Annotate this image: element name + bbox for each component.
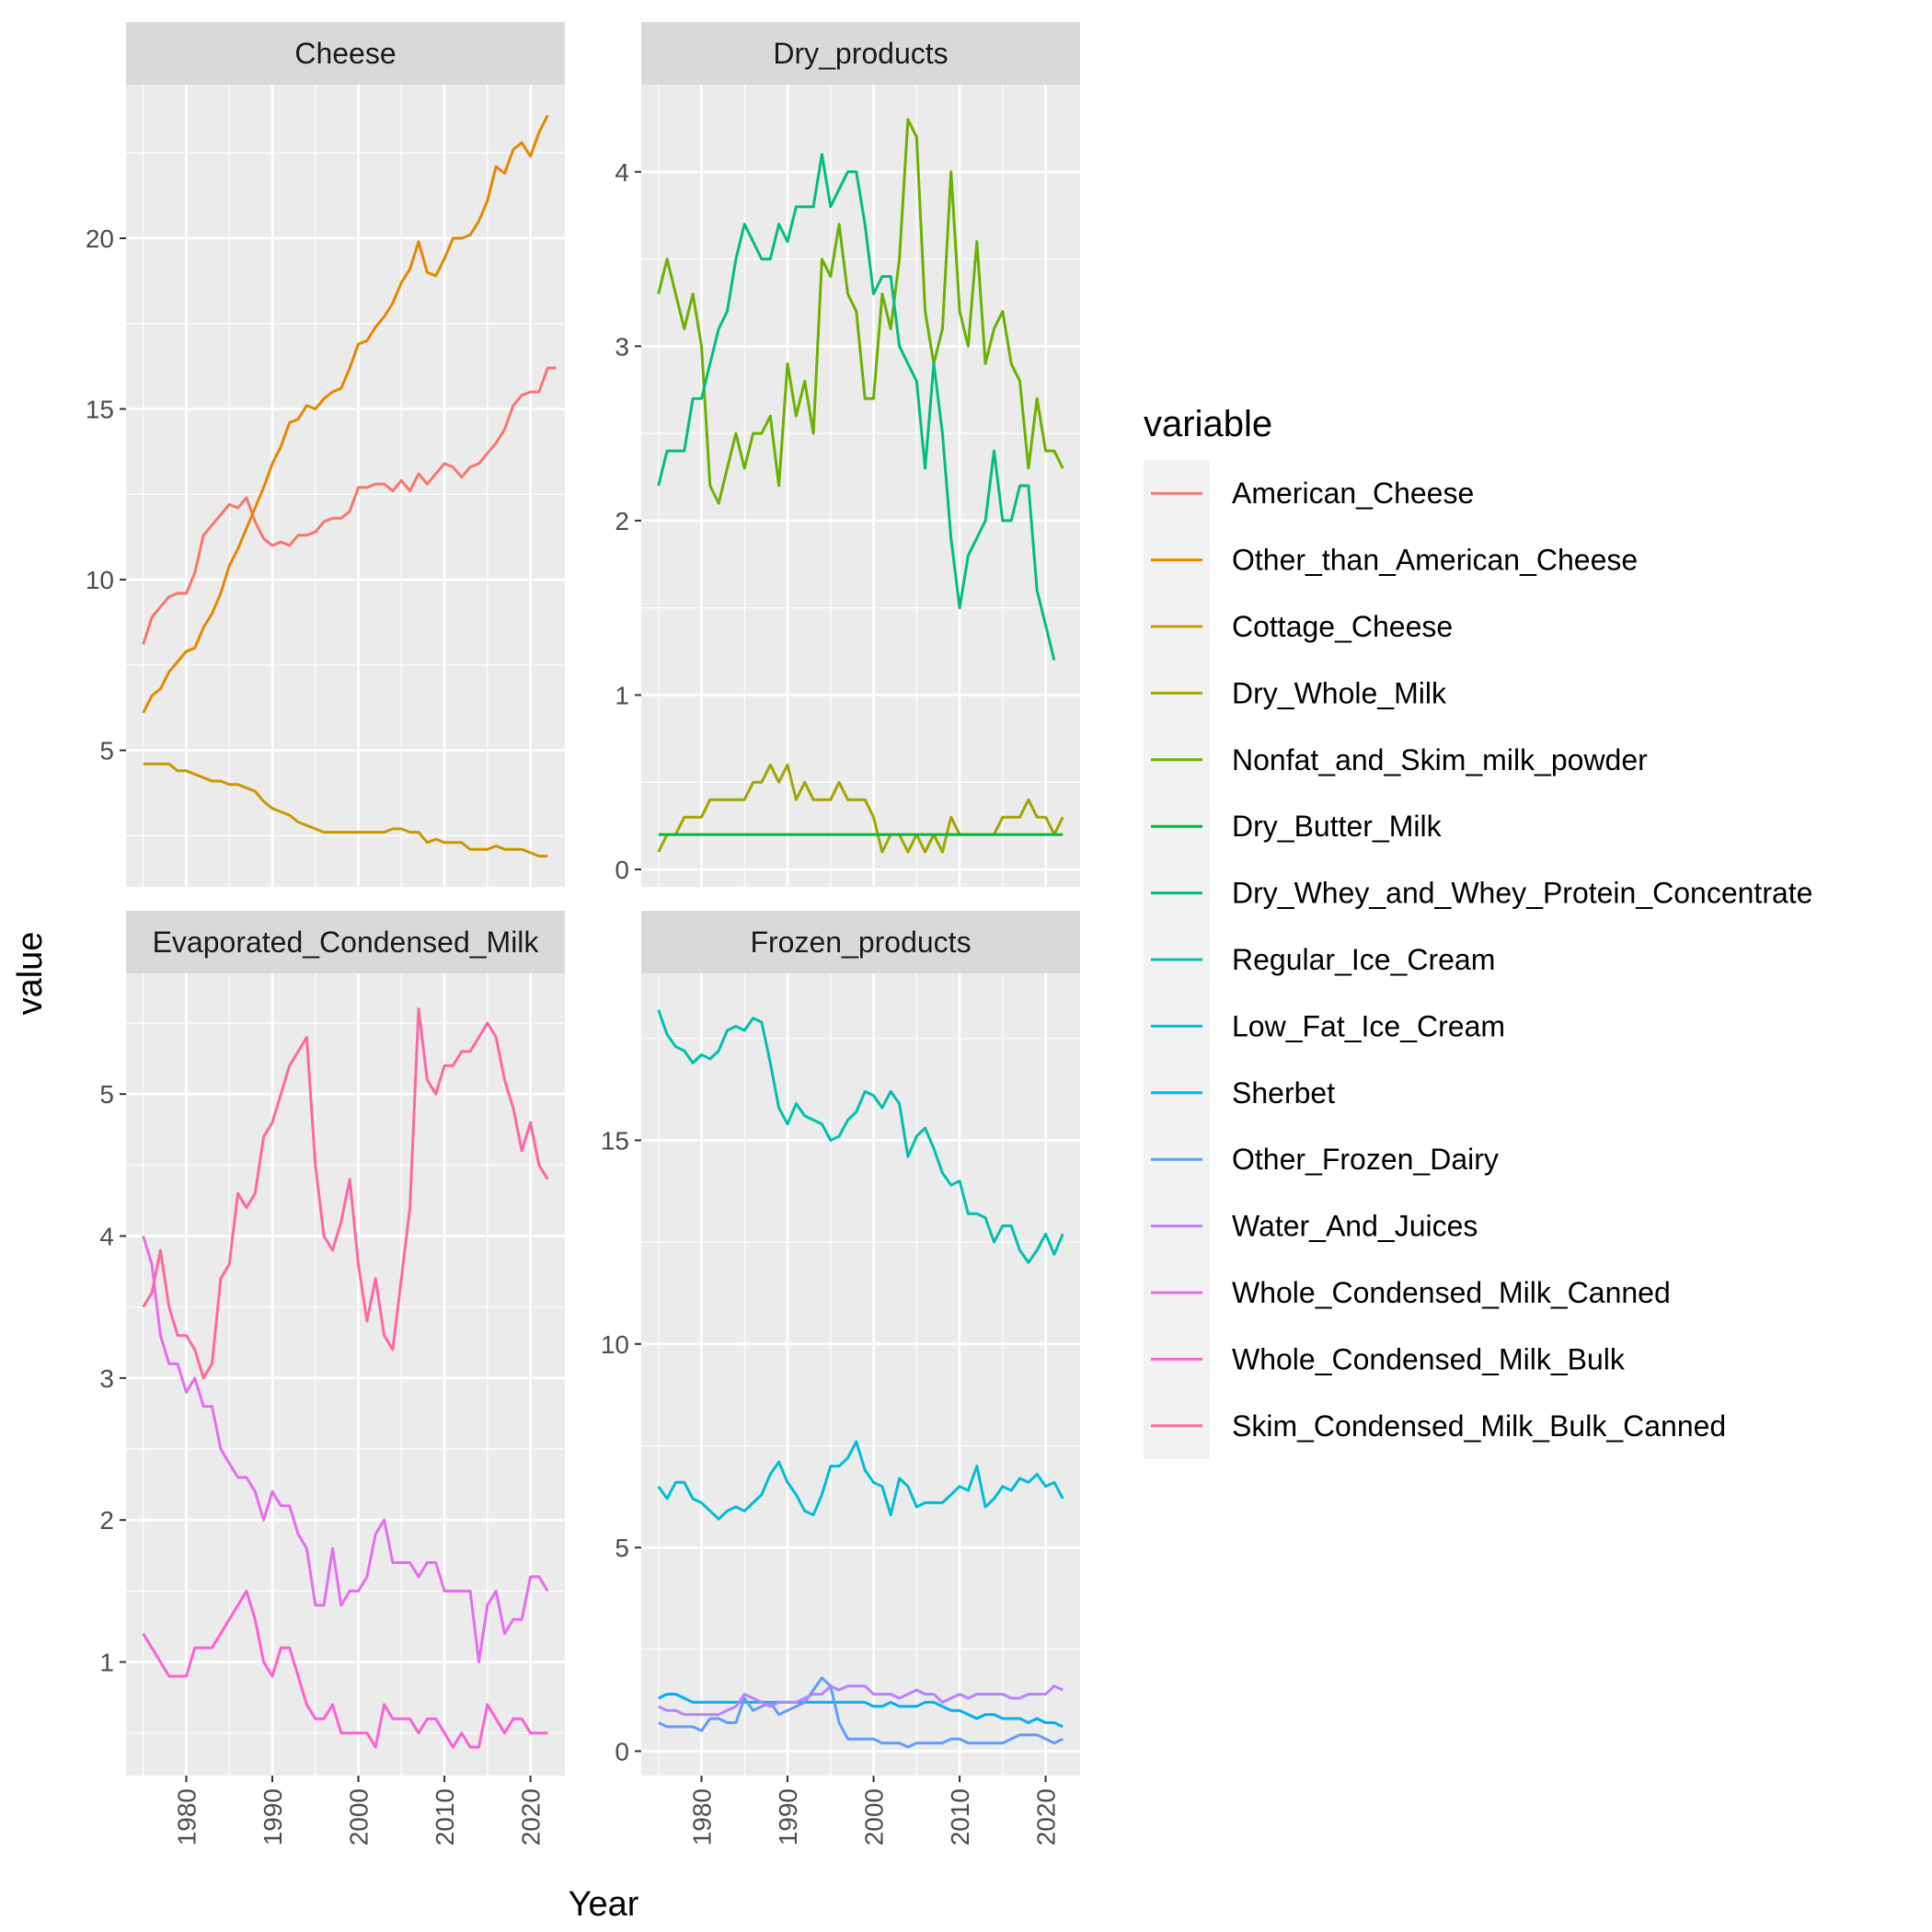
y-tick-label: 5 (99, 737, 114, 765)
y-tick-label: 1 (615, 681, 629, 709)
x-tick-label: 2000 (345, 1788, 374, 1846)
x-tick-label: 1980 (172, 1788, 201, 1846)
facet-strip-title: Cheese (294, 37, 396, 70)
legend-label: Nonfat_and_Skim_milk_powder (1232, 743, 1648, 776)
series-line-regular-ice-cream (657, 1009, 1064, 1264)
panel-background (126, 85, 565, 887)
y-tick-label: 2 (99, 1506, 114, 1535)
x-tick-label: 2010 (946, 1788, 974, 1846)
y-tick-label: 15 (601, 1126, 629, 1155)
series-line-dry-whey-and-whey-protein-concentrate (657, 153, 1056, 661)
y-tick-label: 4 (615, 158, 629, 187)
legend-label: Whole_Condensed_Milk_Bulk (1232, 1342, 1626, 1375)
y-tick-label: 10 (86, 566, 114, 594)
y-tick-label: 10 (601, 1330, 629, 1359)
y-tick-label: 0 (615, 1737, 629, 1765)
series-line-other-than-american-cheese (142, 114, 549, 714)
series-lines (657, 118, 1064, 854)
facet-panel-0: Cheese 5 10 15 20 (86, 22, 565, 887)
series-line-american-cheese (142, 366, 557, 645)
legend-label: Water_And_Juices (1232, 1210, 1478, 1243)
series-lines (142, 1007, 549, 1749)
facet-strip-title: Frozen_products (750, 926, 971, 959)
y-tick-label: 5 (615, 1534, 629, 1562)
y-tick-label: 5 (99, 1080, 114, 1109)
legend-label: Sherbet (1232, 1076, 1335, 1110)
legend-label: Other_than_American_Cheese (1232, 544, 1638, 577)
panel-background (641, 973, 1080, 1776)
x-tick-label: 1980 (687, 1788, 716, 1846)
y-tick-label: 1 (99, 1649, 114, 1677)
facet-strip (126, 911, 565, 973)
facet-panel-1: Dry_products 0 1 2 3 4 (615, 22, 1080, 887)
facet-strip (641, 911, 1080, 973)
legend-label: Dry_Whey_and_Whey_Protein_Concentrate (1232, 877, 1812, 910)
series-lines (657, 1009, 1064, 1749)
y-tick-label: 20 (86, 224, 114, 253)
series-line-other-frozen-dairy (658, 1676, 1064, 1749)
series-line-cottage-cheese (143, 762, 548, 858)
series-line-whole-condensed-milk-canned (142, 1236, 549, 1663)
x-tick-label: 2020 (517, 1788, 546, 1846)
panel-background (641, 85, 1080, 887)
series-line-skim-condensed-milk-bulk-canned (142, 1007, 549, 1380)
legend-label: Other_Frozen_Dairy (1232, 1143, 1499, 1176)
legend: variable American_Cheese Other_than_Ameri… (1144, 404, 1812, 1459)
facet-strip (641, 22, 1080, 85)
x-tick-label: 1990 (774, 1788, 802, 1846)
legend-label: Low_Fat_Ice_Cream (1232, 1009, 1505, 1042)
legend-label: Cottage_Cheese (1232, 610, 1453, 643)
legend-label: Regular_Ice_Cream (1232, 943, 1495, 976)
x-tick-label: 1990 (259, 1788, 287, 1846)
y-tick-label: 3 (615, 332, 629, 361)
legend-label: Skim_Condensed_Milk_Bulk_Canned (1232, 1409, 1726, 1443)
facet-panels: Cheese5101520Dry_products01234Evaporated… (86, 22, 1080, 1846)
series-line-sherbet (658, 1693, 1064, 1729)
y-tick-label: 15 (86, 396, 114, 424)
legend-label: Whole_Condensed_Milk_Canned (1232, 1276, 1671, 1309)
x-tick-label: 2000 (860, 1788, 889, 1846)
y-tick-label: 3 (99, 1364, 114, 1393)
facet-panel-2: Evaporated_Condensed_Milk 1 2 3 4 5 1980 1990 20… (99, 911, 565, 1846)
x-tick-label: 2010 (431, 1788, 459, 1846)
facet-strip (126, 22, 565, 85)
legend-title: variable (1144, 404, 1272, 444)
series-line-dry-whole-milk (657, 763, 1064, 854)
facet-strip-title: Evaporated_Condensed_Milk (153, 926, 540, 959)
legend-label: American_Cheese (1232, 477, 1474, 510)
series-line-low-fat-ice-cream (657, 1440, 1064, 1521)
series-line-nonfat-and-skim-milk-powder (657, 118, 1064, 505)
legend-label: Dry_Whole_Milk (1232, 676, 1447, 709)
x-axis-title: Year (569, 1885, 639, 1924)
y-axis-title: value (11, 932, 50, 1016)
legend-label: Dry_Butter_Milk (1232, 810, 1443, 843)
facet-panel-3: Frozen_products 0 5 10 15 1980 1990 2000 2010 202… (601, 911, 1080, 1846)
series-line-water-and-juices (658, 1685, 1064, 1717)
panel-background (126, 973, 565, 1776)
series-line-whole-condensed-milk-bulk (142, 1589, 548, 1749)
facet-strip-title: Dry_products (773, 37, 948, 70)
y-tick-label: 0 (615, 856, 629, 884)
x-tick-label: 2020 (1032, 1788, 1061, 1846)
series-lines (142, 114, 557, 858)
y-tick-label: 2 (615, 507, 629, 535)
y-tick-label: 4 (99, 1223, 114, 1251)
